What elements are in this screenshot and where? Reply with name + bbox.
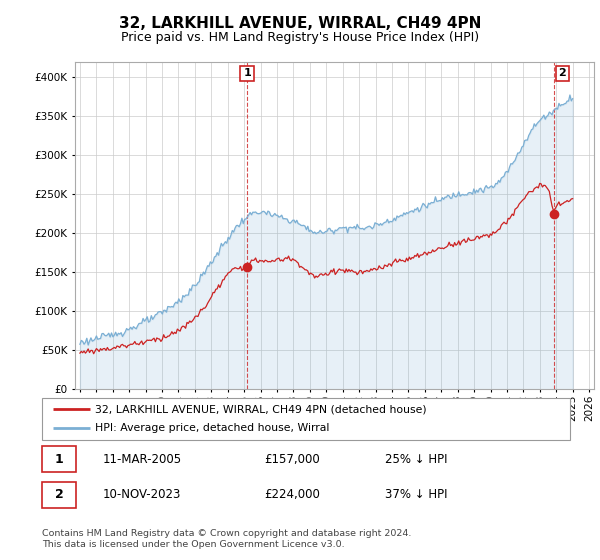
Text: 25% ↓ HPI: 25% ↓ HPI xyxy=(385,452,448,466)
Text: 32, LARKHILL AVENUE, WIRRAL, CH49 4PN (detached house): 32, LARKHILL AVENUE, WIRRAL, CH49 4PN (d… xyxy=(95,404,427,414)
FancyBboxPatch shape xyxy=(42,482,76,507)
FancyBboxPatch shape xyxy=(42,446,76,472)
Text: HPI: Average price, detached house, Wirral: HPI: Average price, detached house, Wirr… xyxy=(95,423,329,433)
Text: 37% ↓ HPI: 37% ↓ HPI xyxy=(385,488,448,501)
Text: £157,000: £157,000 xyxy=(264,452,320,466)
Text: Price paid vs. HM Land Registry's House Price Index (HPI): Price paid vs. HM Land Registry's House … xyxy=(121,31,479,44)
Text: 10-NOV-2023: 10-NOV-2023 xyxy=(103,488,181,501)
Text: £224,000: £224,000 xyxy=(264,488,320,501)
Text: 2: 2 xyxy=(559,68,566,78)
Text: 32, LARKHILL AVENUE, WIRRAL, CH49 4PN: 32, LARKHILL AVENUE, WIRRAL, CH49 4PN xyxy=(119,16,481,31)
Text: 2: 2 xyxy=(55,488,64,501)
Text: 1: 1 xyxy=(243,68,251,78)
Text: Contains HM Land Registry data © Crown copyright and database right 2024.
This d: Contains HM Land Registry data © Crown c… xyxy=(42,529,412,549)
Text: 1: 1 xyxy=(55,452,64,466)
Text: 11-MAR-2005: 11-MAR-2005 xyxy=(103,452,182,466)
